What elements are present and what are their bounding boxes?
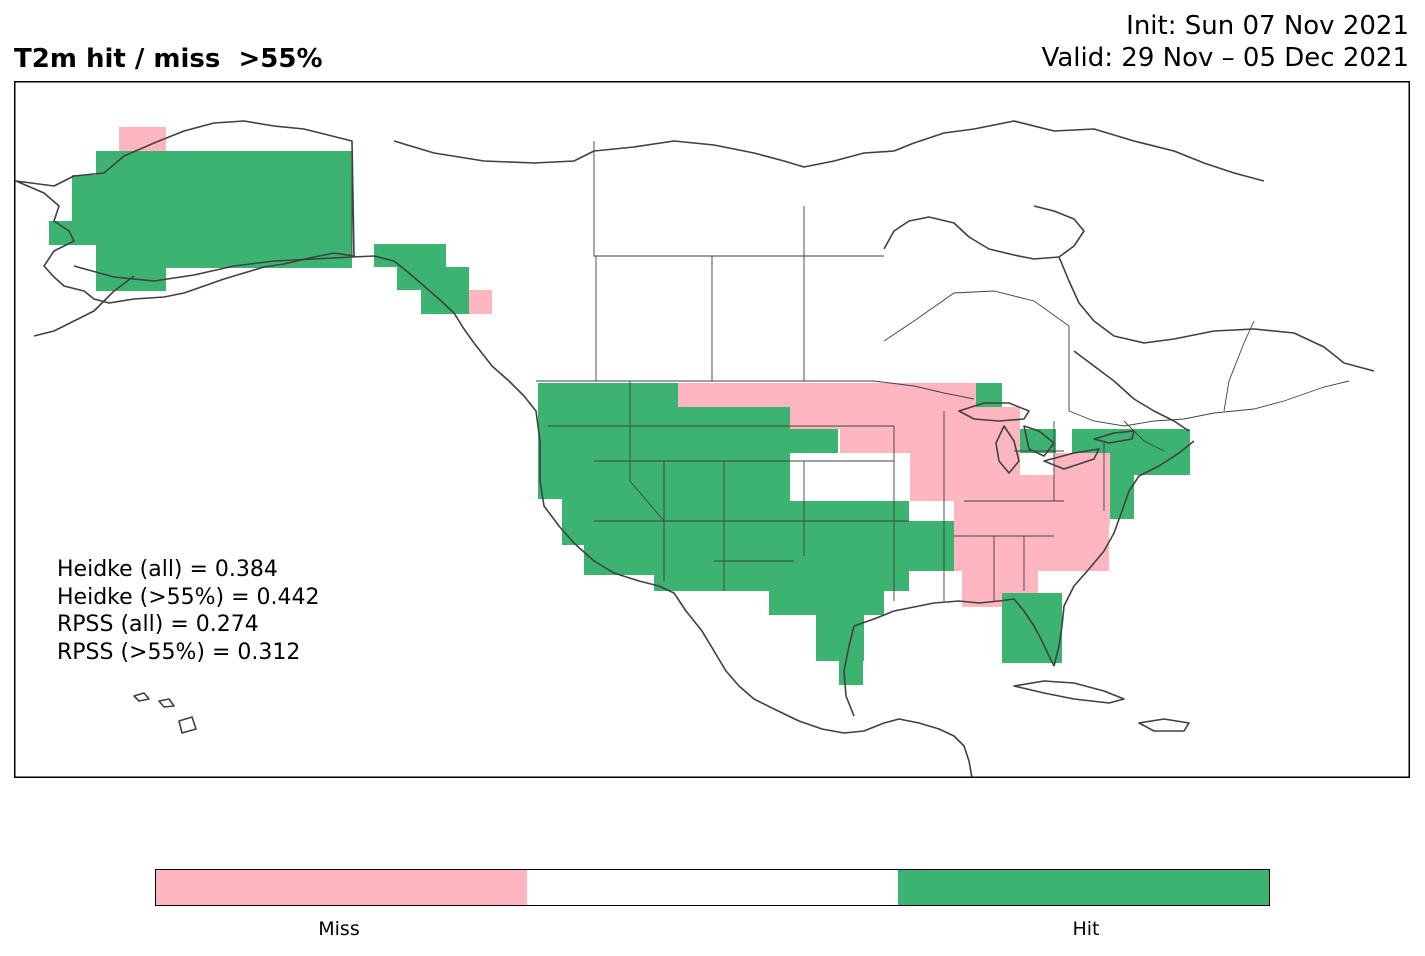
grid-cell-miss — [910, 407, 1020, 501]
grid-cell-hit — [1002, 593, 1062, 663]
colorbar-hit-segment — [898, 870, 1269, 905]
grid-cells — [49, 127, 1190, 685]
grid-cell-hit — [654, 501, 909, 591]
heidke-all: Heidke (all) = 0.384 — [57, 557, 278, 582]
grid-cell-hit — [584, 545, 654, 575]
grid-cell-miss — [469, 290, 492, 314]
grid-cell-hit — [49, 221, 72, 245]
grid-cell-hit — [72, 175, 96, 245]
grid-cell-hit — [678, 407, 790, 501]
grid-cell-miss — [724, 383, 780, 407]
rpss-55: RPSS (>55%) = 0.312 — [57, 639, 301, 665]
map-panel — [14, 81, 1410, 778]
grid-cell-miss — [840, 429, 912, 453]
skill-scores: Heidke (all) = 0.384 Heidke (>55%) = 0.4… — [57, 556, 320, 666]
colorbar-miss-segment — [156, 870, 527, 905]
grid-cell-hit — [769, 591, 884, 615]
coastlines — [15, 120, 1375, 778]
colorbar-label-hit: Hit — [1072, 918, 1100, 940]
grid-cell-hit — [790, 429, 838, 453]
map-frame-border — [14, 81, 1410, 778]
grid-cell-hit — [839, 661, 863, 685]
colorbar-neutral-segment — [527, 870, 898, 905]
grid-cell-hit — [397, 267, 469, 290]
grid-cell-hit — [421, 290, 469, 314]
grid-cell-hit — [96, 151, 352, 268]
grid-cell-miss — [1054, 453, 1110, 477]
grid-cell-miss — [119, 127, 166, 151]
init-date: Init: Sun 07 Nov 2021 — [1126, 11, 1409, 41]
grid-cell-hit — [909, 521, 954, 571]
map-title: T2m hit / miss >55% — [14, 44, 323, 74]
date-info: Init: Sun 07 Nov 2021 Valid: 29 Nov – 05… — [1042, 10, 1409, 74]
valid-period: Valid: 29 Nov – 05 Dec 2021 — [1041, 43, 1409, 73]
heidke-55: Heidke (>55%) = 0.442 — [57, 584, 320, 610]
grid-cell-neutral — [840, 453, 910, 477]
colorbar — [155, 869, 1270, 906]
grid-cell-hit — [538, 383, 678, 499]
grid-cell-hit — [816, 615, 864, 661]
borders — [351, 141, 1350, 601]
grid-cell-miss — [678, 383, 724, 407]
grid-cell-hit — [374, 244, 446, 267]
colorbar-label-miss: Miss — [318, 918, 360, 940]
rpss-all: RPSS (all) = 0.274 — [57, 612, 259, 637]
